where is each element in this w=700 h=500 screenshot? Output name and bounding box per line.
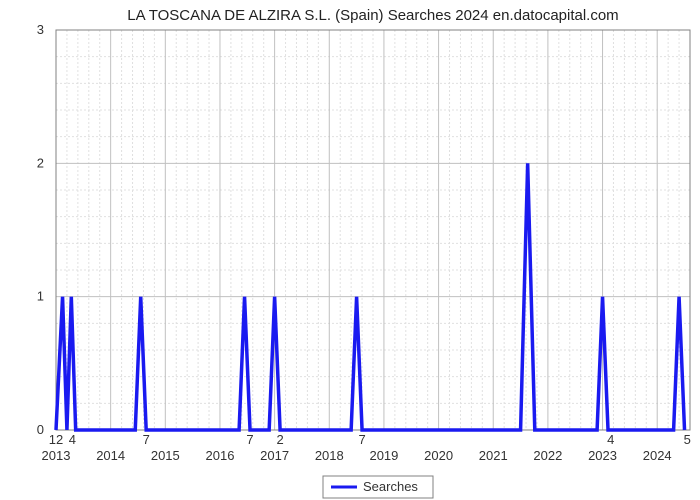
- x-tick-label: 2020: [424, 448, 453, 463]
- x-tick-label: 2024: [643, 448, 672, 463]
- x-tick-label: 2021: [479, 448, 508, 463]
- point-value-label: 5: [684, 432, 691, 447]
- point-value-label: 4: [69, 432, 76, 447]
- point-value-label: 4: [607, 432, 614, 447]
- y-tick-label: 0: [37, 422, 44, 437]
- x-tick-label: 2018: [315, 448, 344, 463]
- x-tick-label: 2013: [42, 448, 71, 463]
- point-value-label: 7: [143, 432, 150, 447]
- y-tick-label: 2: [37, 155, 44, 170]
- x-tick-label: 2019: [369, 448, 398, 463]
- x-tick-label: 2015: [151, 448, 180, 463]
- x-tick-label: 2023: [588, 448, 617, 463]
- x-tick-label: 2016: [206, 448, 235, 463]
- y-tick-label: 3: [37, 22, 44, 37]
- legend-label: Searches: [363, 479, 418, 494]
- point-value-label: 7: [358, 432, 365, 447]
- x-tick-label: 2022: [533, 448, 562, 463]
- chart-title: LA TOSCANA DE ALZIRA S.L. (Spain) Search…: [127, 7, 618, 24]
- x-tick-label: 2017: [260, 448, 289, 463]
- line-chart: 2013201420152016201720182019202020212022…: [0, 0, 700, 500]
- point-value-label: 12: [49, 432, 63, 447]
- point-value-label: 2: [276, 432, 283, 447]
- y-tick-label: 1: [37, 289, 44, 304]
- x-tick-label: 2014: [96, 448, 125, 463]
- point-value-label: 7: [246, 432, 253, 447]
- chart-container: 2013201420152016201720182019202020212022…: [0, 0, 700, 500]
